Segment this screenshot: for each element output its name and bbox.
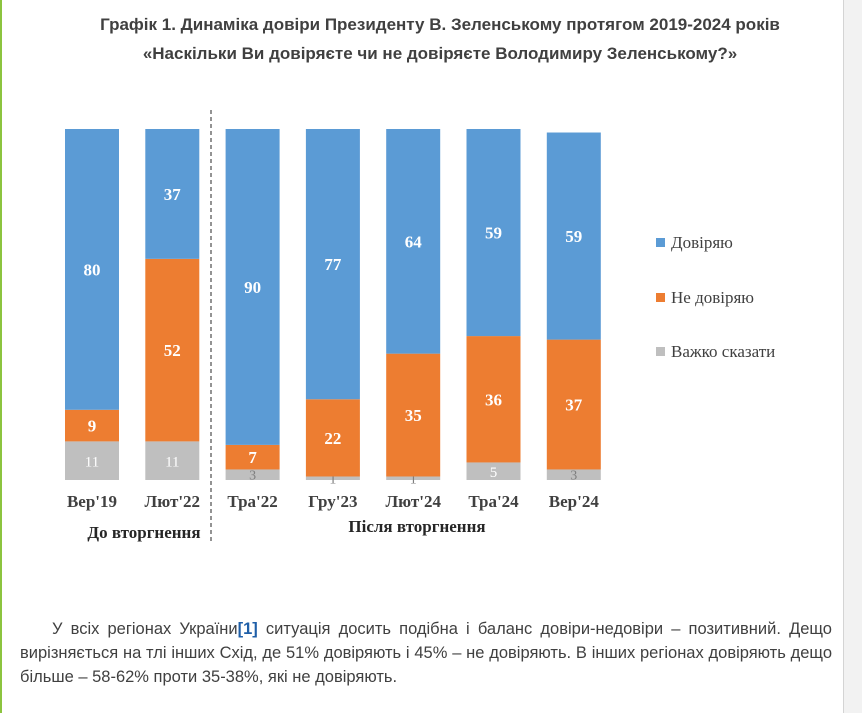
group-label-after: Після вторгнення [348,517,485,536]
bar-hard-to-say-0 [65,441,119,480]
chart-title-block: Графік 1. Динаміка довіри Президенту В. … [60,10,820,68]
legend-swatch-2 [656,347,665,356]
bar-hard-to-say-1 [145,441,200,480]
legend-swatch-1 [656,293,665,302]
x-tick-label-6: Вер'24 [549,492,600,511]
bar-trust-1 [145,129,200,259]
data-label-hard-to-say-2: 3 [249,469,256,484]
legend-swatch-0 [656,238,665,247]
x-tick-label-0: Вер'19 [67,492,117,511]
bar-hard-to-say-4 [386,476,441,480]
x-tick-label-5: Тра'24 [468,492,519,511]
bar-hard-to-say-3 [305,476,360,480]
data-label-distrust-1: 52 [164,341,181,360]
data-label-distrust-4: 35 [405,406,422,425]
bar-hard-to-say-2 [225,469,280,480]
data-label-distrust-5: 36 [485,390,502,409]
data-label-trust-3: 77 [324,255,342,274]
bar-trust-0 [65,129,119,410]
bar-trust-2 [225,129,280,445]
bar-trust-3 [305,129,360,400]
bar-distrust-1 [145,258,200,442]
data-label-hard-to-say-6: 3 [570,469,577,484]
x-tick-label-2: Тра'22 [227,492,277,511]
data-label-trust-0: 80 [84,260,101,279]
bar-distrust-0 [65,409,119,442]
legend-label-0: Довіряю [671,233,733,252]
data-label-trust-5: 59 [485,224,502,243]
footnote-link[interactable]: [1] [237,620,258,638]
bar-trust-5 [466,129,521,337]
data-label-trust-6: 59 [565,227,582,246]
vertical-scrollbar[interactable] [843,0,862,713]
bar-trust-6 [546,132,601,340]
data-label-hard-to-say-5: 5 [490,465,498,481]
legend-label-1: Не довіряю [671,288,754,307]
x-tick-label-4: Лют'24 [385,492,441,511]
data-label-distrust-3: 22 [324,429,341,448]
bar-distrust-3 [305,399,360,477]
data-label-hard-to-say-4: 1 [410,472,417,487]
paragraph-text-start: У всіх регіонах України [52,620,238,638]
data-label-hard-to-say-1: 11 [165,455,179,471]
stacked-bar-chart: 11980Вер'19115237Лют'223790Тра'2212277Гр… [65,110,775,543]
bar-hard-to-say-5 [466,462,521,480]
body-paragraph: У всіх регіонах України[1] ситуація доси… [20,617,832,689]
chart-title: Графік 1. Динаміка довіри Президенту В. … [100,15,780,34]
chart-subtitle: «Наскільки Ви довіряєте чи не довіряєте … [142,44,738,63]
x-tick-label-1: Лют'22 [145,492,201,511]
group-label-before: До вторгнення [87,523,200,542]
bar-distrust-2 [225,444,280,470]
x-tick-label-3: Гру'23 [308,492,357,511]
bar-trust-4 [386,129,441,354]
bar-distrust-4 [386,353,441,477]
data-label-distrust-0: 9 [88,417,97,436]
data-label-hard-to-say-3: 1 [329,472,336,487]
page-left-border [0,0,2,713]
legend-label-2: Важко сказати [671,342,775,361]
data-label-distrust-6: 37 [565,396,583,415]
bar-distrust-5 [466,336,521,463]
data-label-hard-to-say-0: 11 [85,455,99,471]
bar-hard-to-say-6 [546,469,601,480]
data-label-trust-2: 90 [244,278,261,297]
bar-distrust-6 [546,339,601,470]
data-label-trust-4: 64 [405,232,423,251]
paragraph-text-rest: ситуація досить подібна і баланс довіри-… [20,620,832,686]
data-label-distrust-2: 7 [248,448,257,467]
data-label-trust-1: 37 [164,185,182,204]
